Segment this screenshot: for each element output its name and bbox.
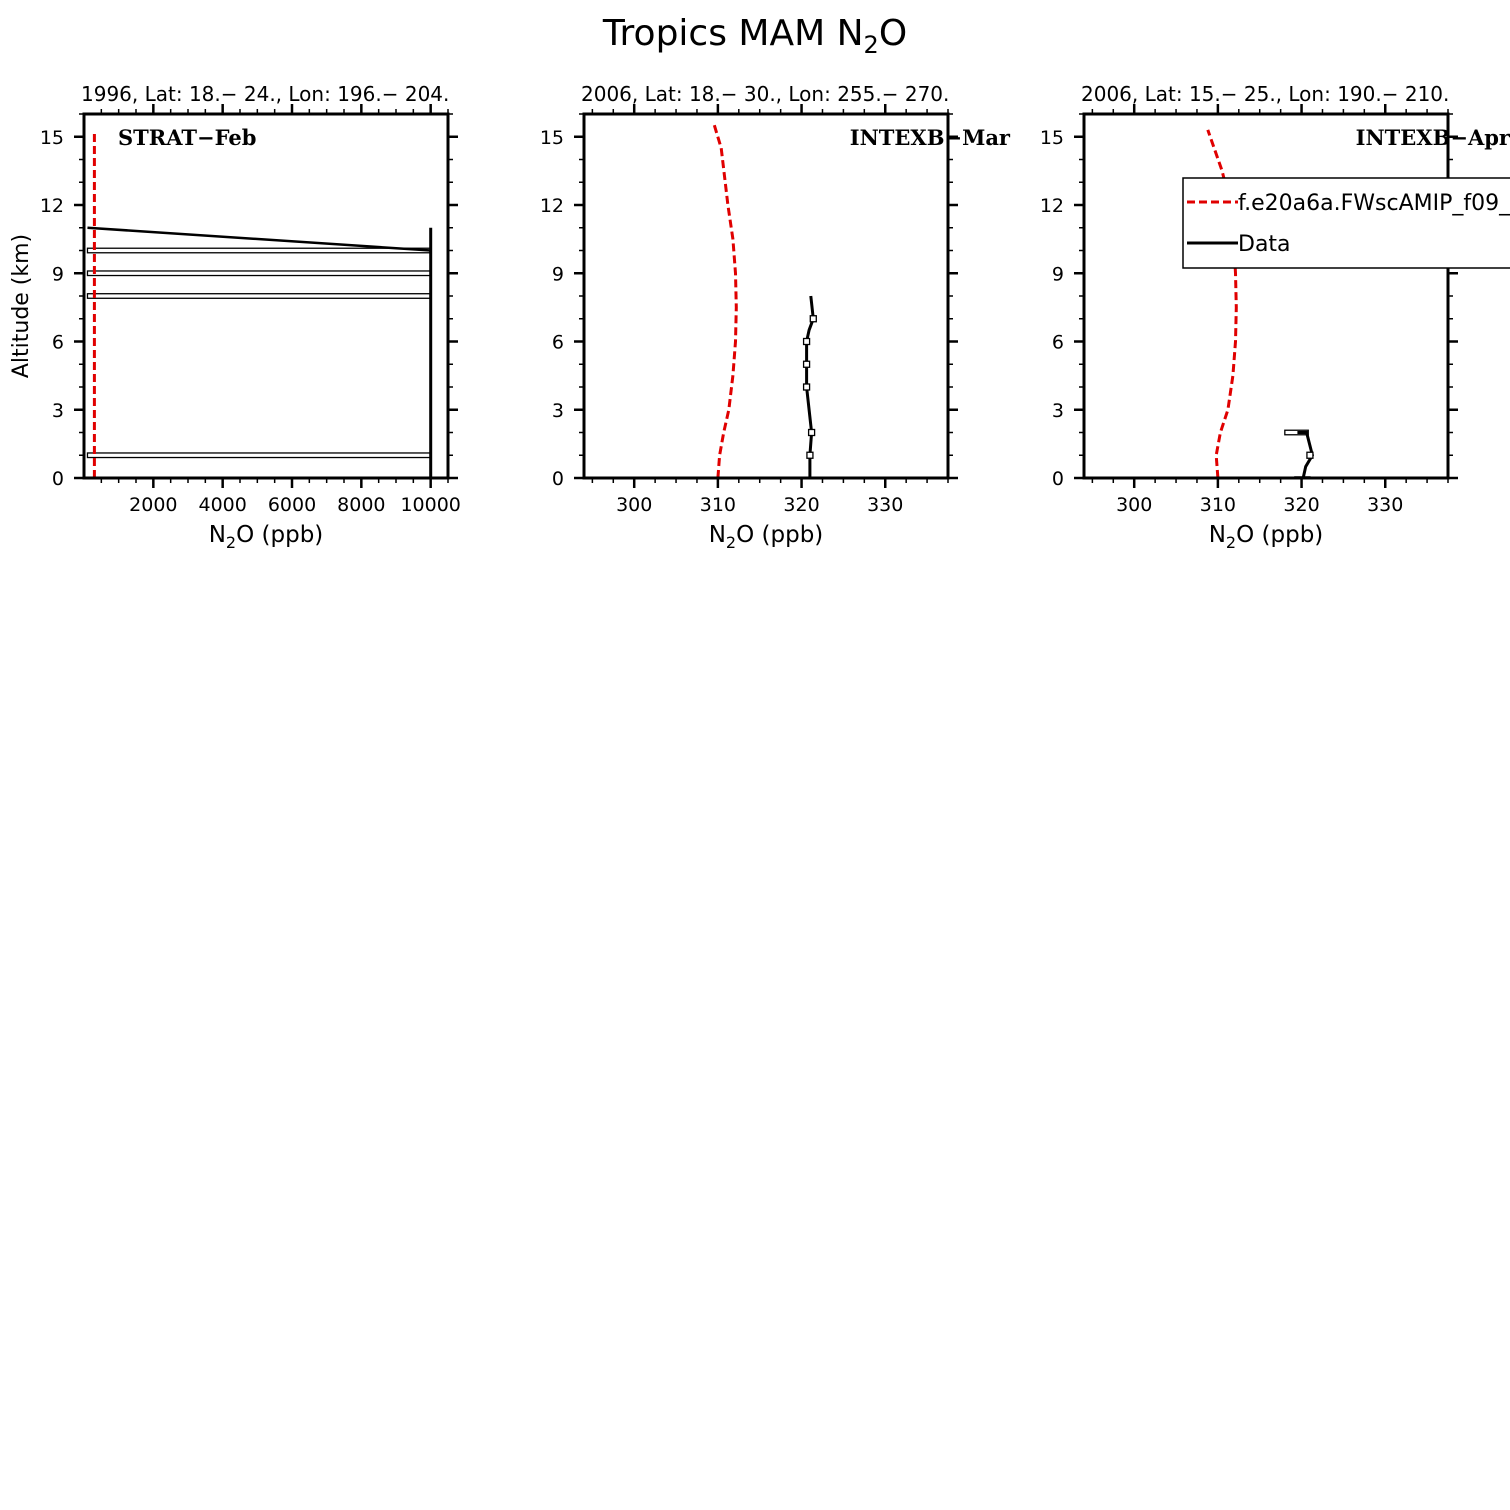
figure-title: Tropics MAM N2O [602,13,907,59]
x-tick-label: 330 [1367,494,1403,516]
plot-frame [582,112,950,480]
x-tick-label: 4000 [198,494,246,516]
x-tick-label: 6000 [268,494,316,516]
x-axis-label: N2O (ppb) [709,522,824,552]
data-marker [1306,451,1314,459]
x-tick-label: 300 [1116,494,1152,516]
y-tick-label: 3 [1052,400,1064,422]
x-tick-label: 10000 [400,494,460,516]
y-tick-label: 12 [540,195,564,217]
campaign-label: INTEXB−Mar [850,125,1011,150]
panel-header: 1996, Lat: 18.− 24., Lon: 196.− 204. [81,82,449,106]
legend: f.e20a6a.FWscAMIP_f09_ Data [1182,177,1510,269]
y-tick-label: 0 [552,468,564,490]
plot-frame [82,112,450,480]
y-tick-label: 6 [552,332,564,354]
y-tick-label: 6 [1052,332,1064,354]
campaign-label: STRAT−Feb [118,125,256,150]
y-tick-label: 3 [552,400,564,422]
data-layer [712,122,817,478]
chart-panel-1: 1996, Lat: 18.− 24., Lon: 196.− 204. 0 3 6 9… [9,82,461,552]
x-tick-label: 2000 [129,494,177,516]
legend-label: f.e20a6a.FWscAMIP_f09_ [1238,191,1510,216]
y-tick-label: 15 [40,127,64,149]
y-tick-label: 0 [52,468,64,490]
plot-frame [1082,112,1450,480]
data-series-line [805,295,815,478]
y-tick-label: 15 [540,127,564,149]
x-tick-label: 320 [783,494,819,516]
x-axis-label: N2O (ppb) [1209,522,1324,552]
y-tick-label: 9 [552,263,564,285]
y-tick-label: 0 [1052,468,1064,490]
model-series-line [712,122,738,478]
chart-panel-3: 2006, Lat: 15.− 25., Lon: 190.− 210. 0 3 6 9… [1040,82,1510,552]
legend-box [1182,177,1510,269]
data-marker [806,451,814,459]
x-tick-label: 300 [616,494,652,516]
y-axis-label: Altitude (km) [9,234,34,378]
data-marker [802,383,811,391]
x-tick-label: 330 [867,494,903,516]
y-tick-label: 6 [52,332,64,354]
data-marker [802,337,811,346]
x-tick-label: 320 [1283,494,1319,516]
data-layer [86,132,433,478]
panel-header: 2006, Lat: 18.− 30., Lon: 255.− 270. [581,82,949,106]
y-tick-label: 12 [40,195,64,217]
panel-header: 2006, Lat: 15.− 25., Lon: 190.− 210. [1081,82,1449,106]
chart-panel-2: 2006, Lat: 18.− 30., Lon: 255.− 270. 0 3 6 9… [540,82,1011,552]
data-range-box [1284,429,1309,436]
y-tick-label: 3 [52,400,64,422]
y-tick-label: 9 [52,263,64,285]
x-tick-label: 310 [700,494,736,516]
y-tick-label: 9 [1052,263,1064,285]
x-axis-label: N2O (ppb) [209,522,324,552]
campaign-label: INTEXB−Apr [1356,125,1510,150]
data-marker [802,360,811,368]
legend-label: Data [1238,232,1291,257]
x-tick-label: 310 [1200,494,1236,516]
data-marker [809,315,817,323]
data-marker [807,428,816,437]
y-tick-label: 15 [1040,127,1064,149]
data-segment [87,226,431,252]
x-tick-label: 8000 [337,494,385,516]
y-tick-label: 12 [1040,195,1064,217]
